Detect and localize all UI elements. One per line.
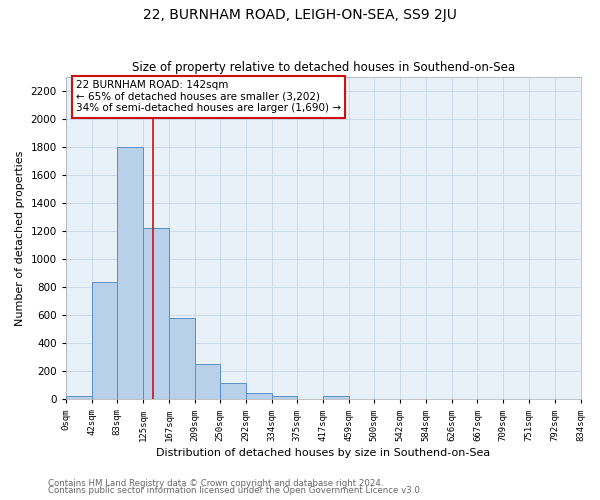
Bar: [143, 228, 169, 400]
Bar: [195, 364, 220, 400]
Bar: [246, 393, 272, 400]
Text: 22 BURNHAM ROAD: 142sqm
← 65% of detached houses are smaller (3,202)
34% of semi: 22 BURNHAM ROAD: 142sqm ← 65% of detache…: [76, 80, 341, 114]
Text: 22, BURNHAM ROAD, LEIGH-ON-SEA, SS9 2JU: 22, BURNHAM ROAD, LEIGH-ON-SEA, SS9 2JU: [143, 8, 457, 22]
X-axis label: Distribution of detached houses by size in Southend-on-Sea: Distribution of detached houses by size …: [156, 448, 490, 458]
Bar: [169, 318, 195, 400]
Bar: [92, 282, 117, 400]
Text: Contains HM Land Registry data © Crown copyright and database right 2024.: Contains HM Land Registry data © Crown c…: [48, 478, 383, 488]
Bar: [117, 147, 143, 400]
Bar: [323, 396, 349, 400]
Y-axis label: Number of detached properties: Number of detached properties: [15, 150, 25, 326]
Text: Contains public sector information licensed under the Open Government Licence v3: Contains public sector information licen…: [48, 486, 422, 495]
Title: Size of property relative to detached houses in Southend-on-Sea: Size of property relative to detached ho…: [131, 62, 515, 74]
Bar: [272, 396, 297, 400]
Bar: [66, 396, 92, 400]
Bar: [220, 383, 246, 400]
